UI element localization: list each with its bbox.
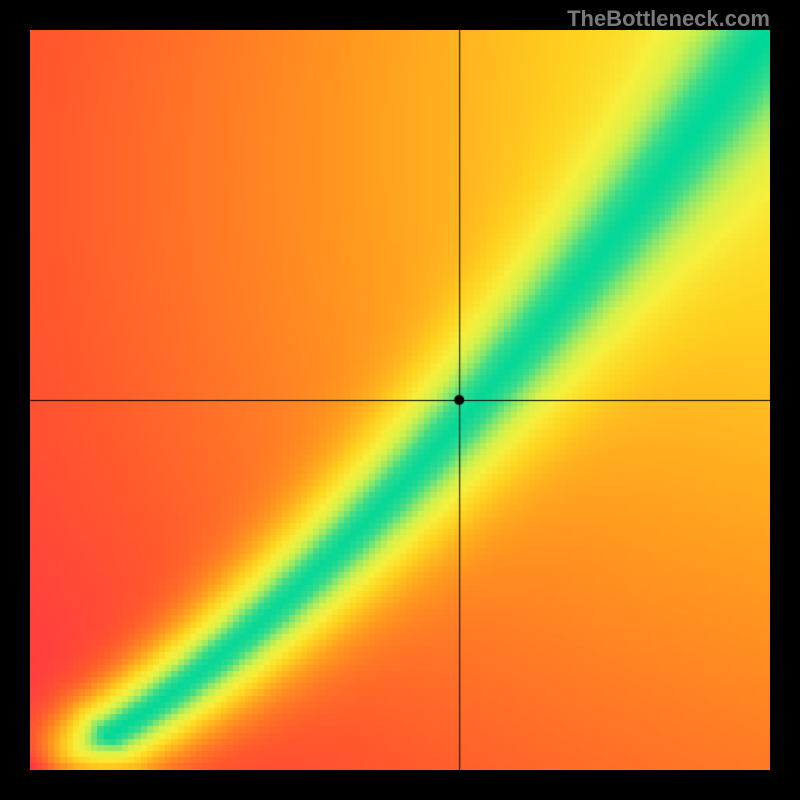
heatmap-container bbox=[30, 30, 770, 770]
heatmap-canvas bbox=[30, 30, 770, 770]
watermark-text: TheBottleneck.com bbox=[567, 6, 770, 32]
